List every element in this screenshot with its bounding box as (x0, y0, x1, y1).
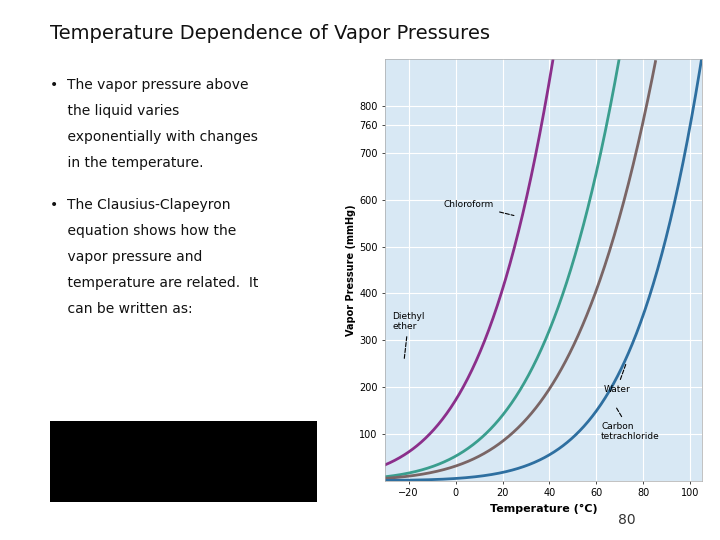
Text: in the temperature.: in the temperature. (50, 156, 204, 170)
Text: equation shows how the: equation shows how the (50, 224, 237, 238)
Text: 80: 80 (618, 512, 635, 526)
Y-axis label: Vapor Pressure (mmHg): Vapor Pressure (mmHg) (346, 204, 356, 336)
Text: Diethyl
ether: Diethyl ether (392, 312, 425, 359)
Text: exponentially with changes: exponentially with changes (50, 130, 258, 144)
Text: •  The Clausius-Clapeyron: • The Clausius-Clapeyron (50, 198, 231, 212)
Text: the liquid varies: the liquid varies (50, 104, 180, 118)
Text: •  The vapor pressure above: • The vapor pressure above (50, 78, 249, 92)
X-axis label: Temperature (°C): Temperature (°C) (490, 504, 598, 514)
Text: Temperature Dependence of Vapor Pressures: Temperature Dependence of Vapor Pressure… (50, 24, 490, 43)
Text: vapor pressure and: vapor pressure and (50, 250, 203, 264)
Text: temperature are related.  It: temperature are related. It (50, 276, 258, 290)
Text: Chloroform: Chloroform (444, 200, 514, 215)
Text: Carbon
tetrachloride: Carbon tetrachloride (601, 408, 660, 441)
Text: Water: Water (603, 364, 630, 394)
Text: can be written as:: can be written as: (50, 302, 193, 316)
